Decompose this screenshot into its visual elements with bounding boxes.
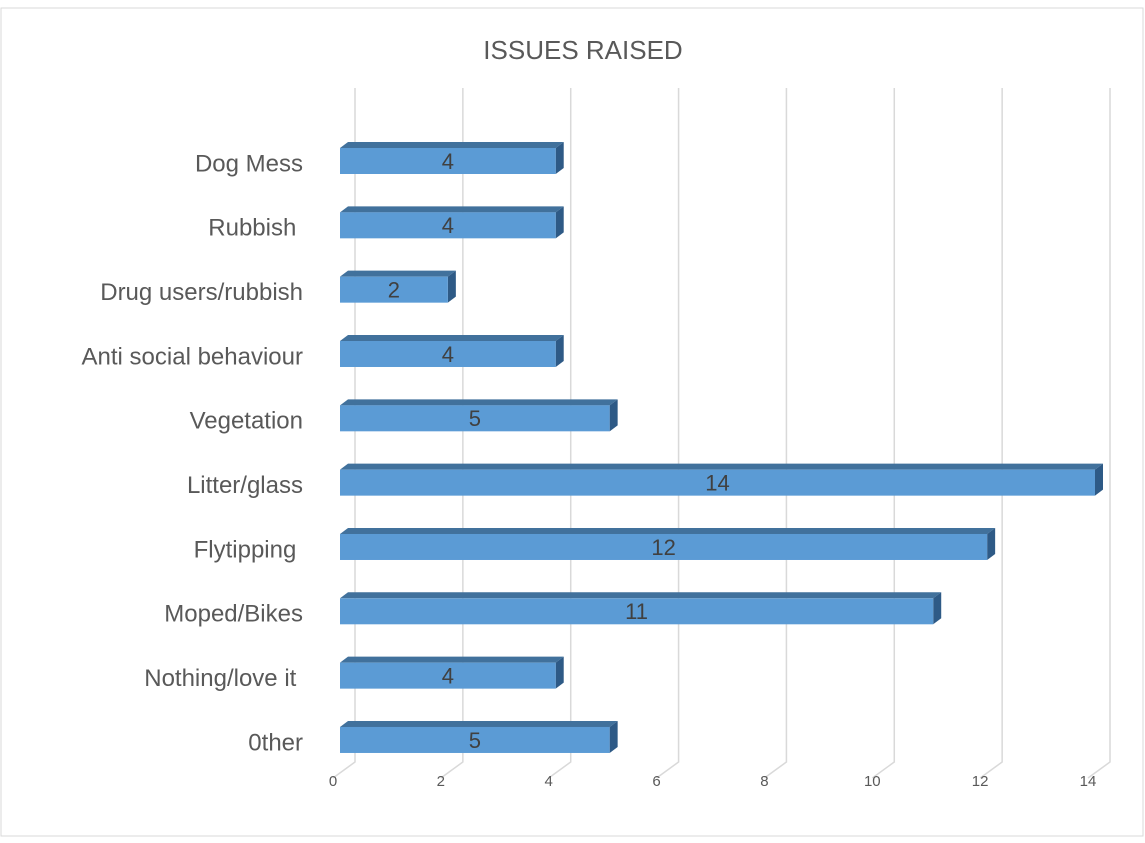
y-tick-label: Nothing/love it <box>144 665 303 692</box>
x-tick-label: 14 <box>1080 773 1097 790</box>
bar-side <box>609 720 618 753</box>
bar-side <box>555 656 564 689</box>
bar-top <box>340 656 564 663</box>
data-label: 4 <box>442 663 454 688</box>
bar-front <box>340 469 1095 496</box>
grid-line <box>979 88 1003 779</box>
grid-line <box>656 88 680 779</box>
bar-top <box>340 270 456 277</box>
data-label: 4 <box>442 149 454 174</box>
data-label: 14 <box>705 470 729 495</box>
bar-side <box>1095 463 1103 496</box>
bar <box>340 527 996 560</box>
bar-top <box>340 720 618 727</box>
chart-title: ISSUES RAISED <box>483 35 682 65</box>
bar-side <box>609 399 618 432</box>
bar <box>340 656 564 689</box>
bar-side <box>933 592 942 625</box>
bar <box>340 463 1103 496</box>
bar-top <box>340 206 564 213</box>
data-label: 4 <box>442 342 454 367</box>
bar-top <box>340 463 1103 470</box>
bar-front <box>340 726 610 753</box>
grid-line <box>1087 88 1111 779</box>
data-label: 4 <box>442 213 454 238</box>
y-tick-label: 0ther <box>248 729 303 756</box>
bar-front <box>340 276 448 303</box>
bar-front <box>340 662 556 689</box>
bar-front <box>340 405 610 432</box>
x-tick-label: 8 <box>760 773 768 790</box>
bar-top <box>340 527 996 534</box>
grid-line <box>440 88 464 779</box>
bar-side <box>555 206 564 239</box>
bar-top <box>340 399 618 406</box>
grid-line <box>871 88 896 779</box>
bar <box>340 720 618 753</box>
x-tick-label: 12 <box>972 773 989 790</box>
grid-line <box>763 88 788 779</box>
bar-front <box>340 533 988 560</box>
bar <box>340 142 564 174</box>
x-tick-label: 10 <box>864 773 881 790</box>
bar <box>340 270 456 303</box>
x-tick-label: 4 <box>545 773 553 790</box>
bar-top <box>340 334 564 341</box>
bar-front <box>340 598 934 625</box>
bar-front <box>340 340 556 367</box>
y-tick-label: Moped/Bikes <box>164 601 303 628</box>
bar-top <box>340 592 942 599</box>
data-label: 12 <box>651 535 675 560</box>
y-tick-label: Litter/glass <box>187 472 303 499</box>
y-tick-label: Drug users/rubbish <box>100 279 303 306</box>
y-tick-label: Dog Mess <box>195 150 303 177</box>
bar <box>340 206 564 239</box>
bar-top <box>340 142 564 148</box>
x-tick-label: 6 <box>652 773 660 790</box>
bar <box>340 399 618 432</box>
bar-front <box>340 148 556 174</box>
y-tick-label: Rubbish <box>208 215 303 242</box>
data-label: 5 <box>469 728 481 753</box>
y-tick-label: Flytipping <box>194 536 303 563</box>
bar <box>340 592 942 625</box>
y-tick-label: Anti social behaviour <box>82 343 303 370</box>
x-tick-label: 2 <box>437 773 445 790</box>
bar-side <box>447 270 456 303</box>
x-tick-label: 0 <box>329 773 337 790</box>
y-tick-label: Vegetation <box>190 408 303 435</box>
bar-side <box>555 142 564 174</box>
bar <box>340 334 564 367</box>
bar-side <box>555 334 564 367</box>
bar-side <box>987 527 996 560</box>
data-label: 5 <box>469 406 481 431</box>
grid-line <box>548 88 572 779</box>
grid-line <box>332 88 356 779</box>
data-label: 2 <box>388 277 400 302</box>
bar-front <box>340 212 556 239</box>
data-label: 11 <box>625 599 648 624</box>
